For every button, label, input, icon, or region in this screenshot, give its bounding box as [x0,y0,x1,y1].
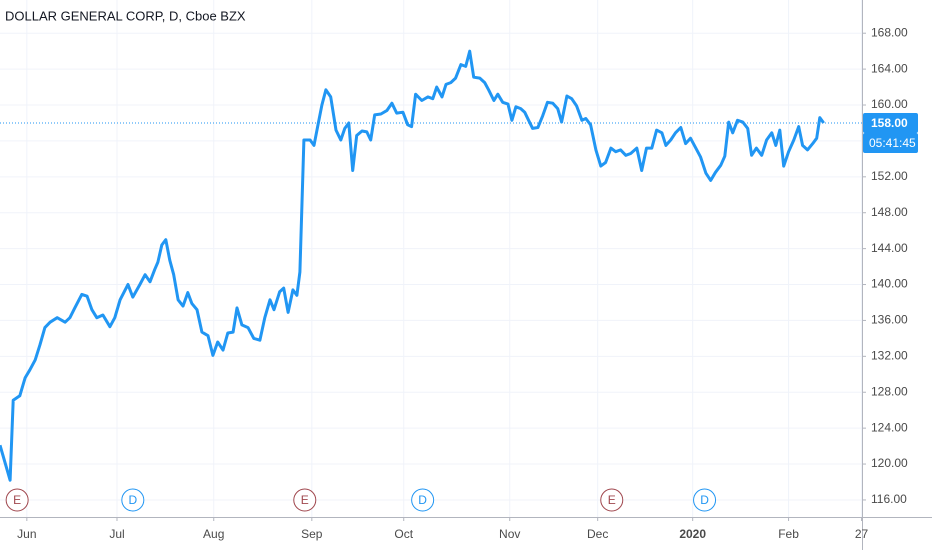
y-tick-label: 132.00 [871,349,908,363]
event-label: D [700,493,709,507]
event-marker [121,488,145,512]
y-tick-label: 148.00 [871,205,908,219]
x-tick-label: Dec [587,527,608,541]
x-tick-label: Aug [203,527,224,541]
y-tick-label: 160.00 [871,97,908,111]
x-tick-label: Feb [778,527,799,541]
event-marker [600,488,624,512]
x-tick-label: 27 [855,527,869,541]
y-tick-label: 164.00 [871,61,908,75]
plot [0,49,862,482]
countdown-box [863,132,918,153]
x-tick-label: Jul [109,527,124,541]
event-label: E [608,493,616,507]
y-tick-label: 144.00 [871,241,908,255]
y-tick-label: 116.00 [871,492,907,506]
event-marker [411,488,435,512]
y-tick-label: 152.00 [871,169,908,183]
event-label: E [301,493,309,507]
x-tick-label: Oct [394,527,413,541]
x-tick-label: 2020 [679,527,706,541]
x-tick-label: Sep [301,527,323,541]
x-tick-label: Nov [499,527,520,541]
y-tick-label: 128.00 [871,384,908,398]
y-tick-label: 120.00 [871,456,908,470]
event-marker [293,488,317,512]
countdown-label: 05:41:45 [869,136,916,150]
x-tick-label: Jun [17,527,36,541]
y-tick-label: 140.00 [871,277,908,291]
last-price-label: 158.00 [871,116,908,130]
event-marker [5,488,29,512]
y-tick-label: 124.00 [871,420,908,434]
last-price-box [863,112,918,133]
y-tick-label: 168.00 [871,25,908,39]
event-label: E [13,493,21,507]
chart-title: DOLLAR GENERAL CORP, D, Cboe BZX [5,8,246,23]
grid [0,0,863,517]
event-label: D [128,493,137,507]
y-tick-label: 136.00 [871,313,908,327]
price-line [0,49,825,482]
event-marker [693,488,717,512]
event-label: D [418,493,427,507]
